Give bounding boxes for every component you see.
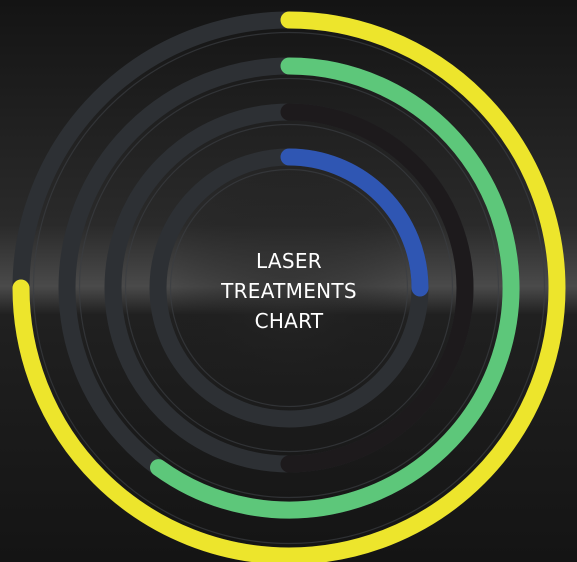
- ring-edge: [32, 31, 546, 545]
- ring-progress: [150, 57, 520, 519]
- core: [169, 168, 409, 408]
- rings: [12, 11, 566, 562]
- ring-edge: [78, 77, 500, 499]
- ring-progress: [12, 11, 566, 562]
- ring-edge: [124, 123, 454, 453]
- ring-edge: [169, 168, 409, 408]
- ring-progress: [280, 148, 429, 297]
- ring-progress: [280, 103, 474, 473]
- chart-title: LASER TREATMENTS CHART: [221, 249, 357, 333]
